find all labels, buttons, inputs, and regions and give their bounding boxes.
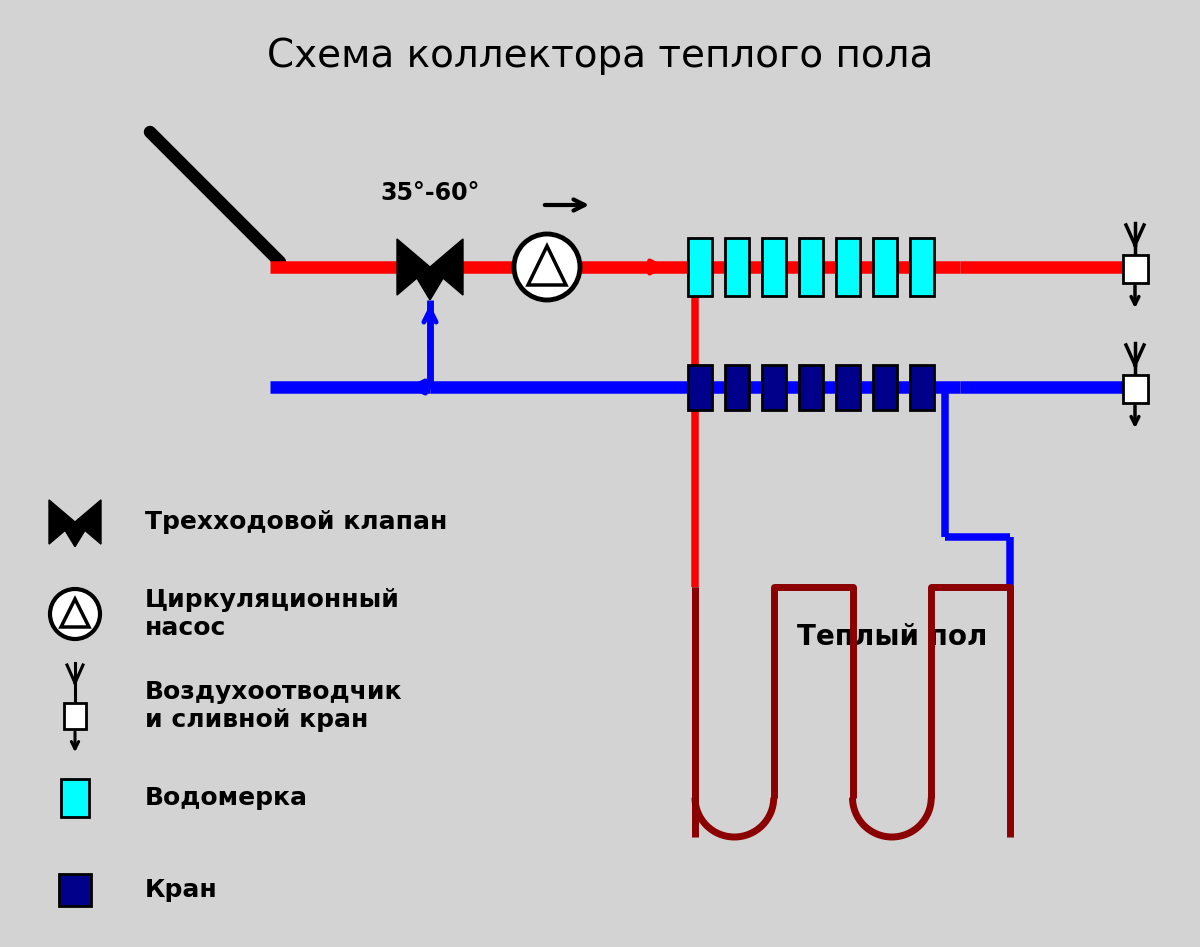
Text: Трехходовой клапан: Трехходовой клапан (145, 510, 448, 534)
Polygon shape (397, 239, 430, 295)
Circle shape (514, 234, 580, 300)
Text: Циркуляционный
насос: Циркуляционный насос (145, 588, 400, 640)
Bar (1122, 255, 1147, 283)
FancyBboxPatch shape (836, 238, 860, 296)
Text: Водомерка: Водомерка (145, 786, 308, 810)
Bar (64, 703, 86, 729)
FancyBboxPatch shape (59, 874, 91, 906)
Polygon shape (49, 500, 74, 545)
FancyBboxPatch shape (725, 238, 749, 296)
FancyBboxPatch shape (688, 238, 712, 296)
Bar (1122, 375, 1147, 403)
FancyBboxPatch shape (910, 238, 934, 296)
FancyBboxPatch shape (874, 238, 898, 296)
Circle shape (50, 589, 100, 639)
Polygon shape (410, 267, 450, 300)
Polygon shape (430, 239, 463, 295)
FancyBboxPatch shape (762, 238, 786, 296)
Text: Схема коллектора теплого пола: Схема коллектора теплого пола (266, 37, 934, 75)
FancyBboxPatch shape (688, 365, 712, 409)
FancyBboxPatch shape (799, 238, 823, 296)
FancyBboxPatch shape (725, 365, 749, 409)
FancyBboxPatch shape (799, 365, 823, 409)
FancyBboxPatch shape (836, 365, 860, 409)
FancyBboxPatch shape (874, 365, 898, 409)
FancyBboxPatch shape (910, 365, 934, 409)
Text: Теплый пол: Теплый пол (797, 623, 988, 651)
Text: 35°-60°: 35°-60° (380, 181, 480, 205)
Text: Кран: Кран (145, 878, 217, 902)
FancyBboxPatch shape (61, 779, 89, 817)
Text: Воздухоотводчик
и сливной кран: Воздухоотводчик и сливной кран (145, 680, 402, 732)
Polygon shape (74, 500, 101, 545)
FancyBboxPatch shape (762, 365, 786, 409)
Polygon shape (61, 524, 89, 546)
